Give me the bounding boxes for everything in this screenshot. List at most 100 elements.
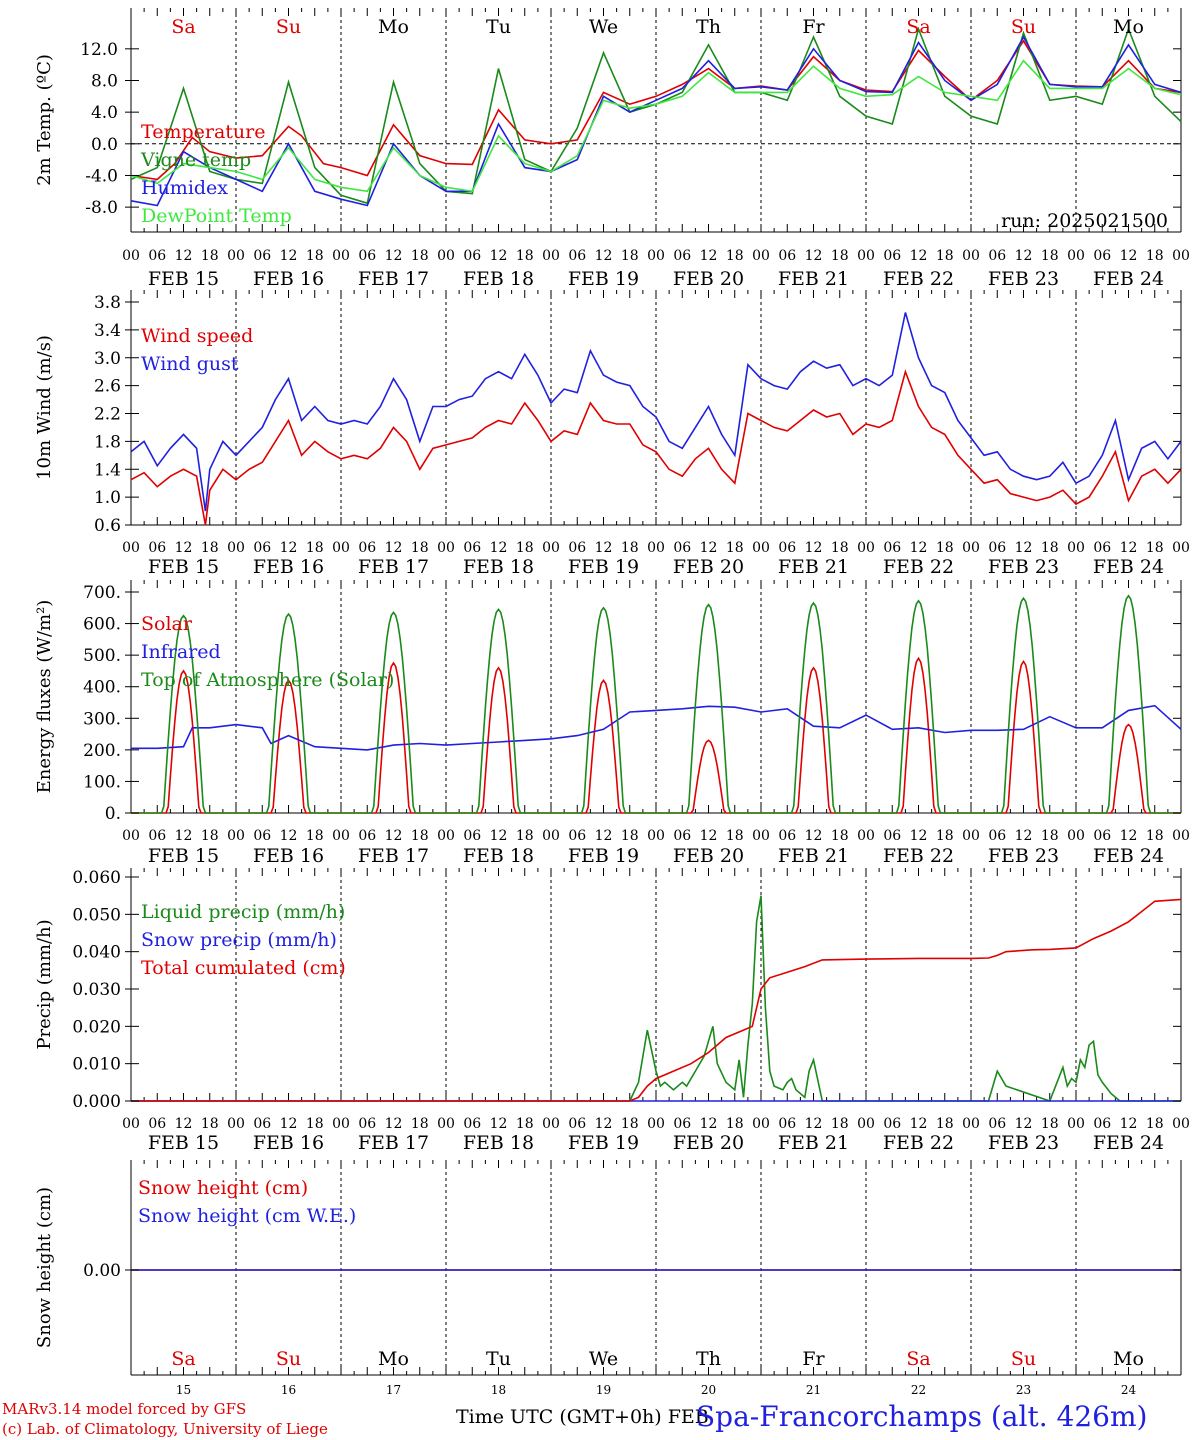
hour-label: 12 <box>280 540 298 556</box>
hour-label: 00 <box>962 828 980 844</box>
hour-label: 18 <box>1146 1116 1164 1132</box>
day-number-label: 22 <box>911 1383 926 1397</box>
date-label: FEB 16 <box>253 268 324 290</box>
hour-label: 00 <box>437 1116 455 1132</box>
hour-label: 18 <box>201 828 219 844</box>
hour-label: 18 <box>1041 248 1059 264</box>
hour-label: 06 <box>463 248 481 264</box>
hour-label: 06 <box>778 540 796 556</box>
hour-label: 12 <box>1015 540 1033 556</box>
hour-label: 12 <box>175 1116 193 1132</box>
hour-label: 00 <box>227 1116 245 1132</box>
legend-wind-speed: Wind speed <box>141 325 253 347</box>
hour-label: 00 <box>752 828 770 844</box>
hour-label: 06 <box>463 828 481 844</box>
hour-label: 12 <box>910 1116 928 1132</box>
lab-credit: (c) Lab. of Climatology, University of L… <box>2 1420 328 1438</box>
hour-label: 12 <box>805 248 823 264</box>
hour-label: 00 <box>962 1116 980 1132</box>
hour-label: 00 <box>1172 1116 1190 1132</box>
hour-label: 12 <box>700 248 718 264</box>
hour-label: 18 <box>516 248 534 264</box>
hour-label: 00 <box>647 540 665 556</box>
hour-label: 12 <box>805 1116 823 1132</box>
hour-label: 06 <box>778 828 796 844</box>
hour-label: 00 <box>122 828 140 844</box>
hour-label: 12 <box>490 828 508 844</box>
y-tick-label: 1.8 <box>94 432 121 452</box>
date-label: FEB 18 <box>463 1132 534 1154</box>
hour-label: 00 <box>1172 540 1190 556</box>
hour-label: 00 <box>542 1116 560 1132</box>
hour-label: 06 <box>253 248 271 264</box>
date-label: FEB 16 <box>253 556 324 578</box>
date-label: FEB 15 <box>148 1132 219 1154</box>
legend-top-of-atmosphere-solar: Top of Atmosphere (Solar) <box>141 669 394 691</box>
hour-label: 12 <box>700 1116 718 1132</box>
day-number-label: 16 <box>281 1383 296 1397</box>
hour-label: 12 <box>1015 248 1033 264</box>
y-tick-label: 12.0 <box>80 40 118 60</box>
hour-label: 12 <box>595 828 613 844</box>
series-infrared <box>131 704 1182 751</box>
hour-label: 00 <box>857 248 875 264</box>
weekday-label: Su <box>276 1348 301 1370</box>
hour-label: 12 <box>1120 540 1138 556</box>
hour-label: 12 <box>1120 828 1138 844</box>
date-label: FEB 20 <box>673 556 744 578</box>
y-tick-label: 100. <box>83 772 121 792</box>
date-label: FEB 15 <box>148 268 219 290</box>
y-tick-label: 0.040 <box>72 943 121 963</box>
date-label: FEB 18 <box>463 556 534 578</box>
date-label: FEB 19 <box>568 268 639 290</box>
date-label: FEB 22 <box>883 268 954 290</box>
hour-label: 12 <box>595 248 613 264</box>
y-tick-label: 0.6 <box>94 516 121 536</box>
hour-label: 06 <box>883 1116 901 1132</box>
hour-label: 06 <box>568 828 586 844</box>
hour-label: 00 <box>227 540 245 556</box>
weekday-label: Tu <box>486 16 511 38</box>
legend-total-cumulated-cm: Total cumulated (cm) <box>141 957 346 979</box>
date-label: FEB 24 <box>1093 268 1164 290</box>
hour-label: 00 <box>857 1116 875 1132</box>
hour-label: 18 <box>621 828 639 844</box>
hour-label: 06 <box>148 828 166 844</box>
y-tick-label: 0.060 <box>72 868 121 888</box>
hour-label: 06 <box>673 248 691 264</box>
hour-label: 12 <box>490 248 508 264</box>
series-total-cumulated-cm <box>131 898 1182 1102</box>
date-label: FEB 22 <box>883 1132 954 1154</box>
date-label: FEB 22 <box>883 556 954 578</box>
hour-label: 00 <box>122 540 140 556</box>
run-label: run: 2025021500 <box>1001 210 1168 232</box>
y-tick-label: -8.0 <box>85 198 118 218</box>
legend-snow-height-cm-w-e: Snow height (cm W.E.) <box>138 1205 356 1227</box>
hour-label: 18 <box>516 540 534 556</box>
hour-label: 00 <box>332 540 350 556</box>
series-top-of-atmosphere-solar <box>131 594 1181 814</box>
hour-label: 06 <box>568 540 586 556</box>
date-label: FEB 20 <box>673 845 744 867</box>
hour-label: 12 <box>385 540 403 556</box>
y-tick-label: 1.0 <box>94 488 121 508</box>
hour-label: 18 <box>306 248 324 264</box>
hour-label: 18 <box>621 248 639 264</box>
legend-vigne-temp: Vigne temp <box>140 149 251 171</box>
hour-label: 00 <box>332 248 350 264</box>
hour-label: 06 <box>358 540 376 556</box>
legend-infrared: Infrared <box>141 641 221 663</box>
panel-0-y-axis-label: 2m Temp. (ºC) <box>34 54 55 186</box>
hour-label: 18 <box>411 1116 429 1132</box>
hour-label: 18 <box>411 828 429 844</box>
hour-label: 18 <box>306 1116 324 1132</box>
hour-label: 00 <box>437 540 455 556</box>
hour-label: 18 <box>201 540 219 556</box>
hour-label: 18 <box>411 540 429 556</box>
hour-label: 12 <box>805 828 823 844</box>
hour-label: 18 <box>411 248 429 264</box>
hour-label: 18 <box>306 828 324 844</box>
hour-label: 00 <box>752 540 770 556</box>
weekday-label: We <box>589 1348 618 1370</box>
legend-temperature: Temperature <box>141 121 265 143</box>
